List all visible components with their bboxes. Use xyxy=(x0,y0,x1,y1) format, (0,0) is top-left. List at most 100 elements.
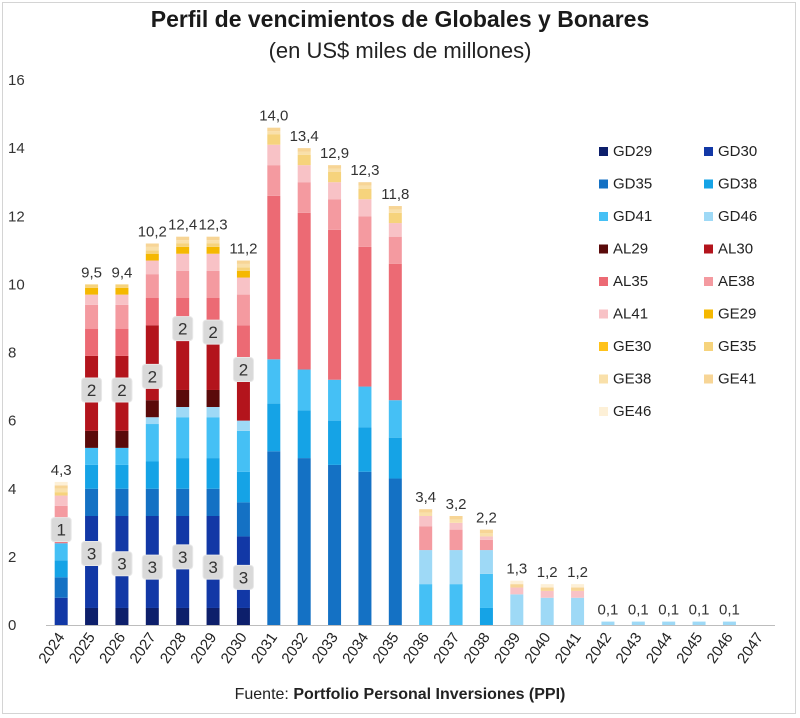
total-label-2045: 0,1 xyxy=(689,602,710,619)
legend-swatch-gd30 xyxy=(704,147,713,156)
bar-segment-ge41-2024 xyxy=(54,485,68,489)
annotation-label-2029-3: 3 xyxy=(208,558,217,577)
annotation-label-2027-3: 3 xyxy=(148,558,157,577)
bar-segment-gd46-2044 xyxy=(662,621,676,625)
legend-label-ge29: GE29 xyxy=(718,306,756,323)
x-tick-2041: 2041 xyxy=(552,630,585,667)
legend-swatch-ae38 xyxy=(704,277,713,286)
bar-segment-ge35-2033 xyxy=(328,171,342,183)
bar-segment-gd41-2031 xyxy=(267,359,281,404)
bar-segment-ae38-2037 xyxy=(449,529,463,551)
bar-segment-gd38-2030 xyxy=(236,471,250,503)
y-tick-10: 10 xyxy=(8,276,25,293)
bar-segment-ge35-2024 xyxy=(54,492,68,496)
bar-segment-ae38-2031 xyxy=(267,165,281,196)
total-label-2040: 1,2 xyxy=(537,564,558,581)
legend-swatch-al41 xyxy=(599,309,608,319)
legend-swatch-gd46 xyxy=(704,212,713,221)
bar-segment-gd41-2038 xyxy=(479,573,493,608)
annotation-box-2028-3 xyxy=(172,544,194,570)
source-note: Fuente: Portfolio Personal Inversiones (… xyxy=(0,686,800,704)
annotation-box-2029-2 xyxy=(202,319,224,345)
bar-segment-ge29-2030 xyxy=(236,270,250,278)
bar-segment-al29-2027 xyxy=(145,400,159,418)
x-tick-2024: 2024 xyxy=(35,630,68,667)
bar-segment-gd46-2036 xyxy=(419,550,433,585)
bar-segment-al41-2026 xyxy=(115,294,129,305)
annotation-label-2030-3: 3 xyxy=(239,568,248,587)
legend-label-gd30: GD30 xyxy=(718,143,757,160)
total-label-2035: 11,8 xyxy=(381,186,409,203)
bar-segment-gd29-2029 xyxy=(206,607,220,625)
y-tick-14: 14 xyxy=(8,140,25,157)
chart-title: Perfil de vencimientos de Globales y Bon… xyxy=(150,6,650,32)
bar-segment-gd41-2025 xyxy=(85,447,99,465)
legend-swatch-ge30 xyxy=(599,342,608,351)
bar-segment-ge41-2037 xyxy=(449,516,463,520)
bar-segment-gd41-2027 xyxy=(145,424,159,462)
bar-segment-gd41-2028 xyxy=(176,417,190,459)
legend-label-al29: AL29 xyxy=(613,241,648,258)
legend-label-al35: AL35 xyxy=(613,273,648,290)
bar-segment-al30-2028 xyxy=(176,328,190,390)
legend-swatch-gd29 xyxy=(599,147,608,156)
total-label-2038: 2,2 xyxy=(476,510,497,527)
total-label-2041: 1,2 xyxy=(567,564,588,581)
bar-segment-ge41-2039 xyxy=(510,584,524,588)
bar-segment-gd46-2046 xyxy=(722,621,736,625)
annotation-box-2030-2 xyxy=(232,357,254,383)
bar-segment-ge41-2032 xyxy=(297,148,311,152)
x-tick-2030: 2030 xyxy=(218,630,251,667)
annotation-label-2025-2: 2 xyxy=(87,381,96,400)
bar-segment-ge41-2034 xyxy=(358,182,372,186)
total-label-2036: 3,4 xyxy=(415,489,436,506)
x-tick-2037: 2037 xyxy=(430,630,463,667)
bar-segment-gd38-2027 xyxy=(145,461,159,489)
bar-segment-ge38-2028 xyxy=(176,240,190,244)
total-label-2034: 12,3 xyxy=(350,162,379,179)
bar-segment-ge41-2038 xyxy=(479,529,493,534)
bar-segment-al41-2033 xyxy=(328,182,342,200)
x-tick-2040: 2040 xyxy=(521,630,554,667)
bar-segment-al35-2025 xyxy=(85,328,99,356)
y-tick-6: 6 xyxy=(8,413,16,430)
bar-segment-gd46-2029 xyxy=(206,407,220,418)
bar-segment-al35-2031 xyxy=(267,195,281,360)
bar-segment-ge38-2034 xyxy=(358,185,372,189)
x-tick-2031: 2031 xyxy=(248,630,281,667)
bar-segment-gd38-2029 xyxy=(206,458,220,489)
bar-segment-al41-2032 xyxy=(297,165,311,183)
total-label-2026: 9,4 xyxy=(112,264,133,281)
bar-segment-al41-2041 xyxy=(571,590,585,598)
bar-segment-gd38-2024 xyxy=(54,560,68,578)
bar-segment-ge46-2041 xyxy=(571,584,585,588)
bar-segment-gd29-2027 xyxy=(145,607,159,625)
bar-segment-al41-2028 xyxy=(176,253,190,271)
bar-segment-ge46-2039 xyxy=(510,580,524,585)
bar-segment-gd38-2028 xyxy=(176,458,190,489)
bar-segment-ge41-2029 xyxy=(206,236,220,241)
annotation-box-2025-2 xyxy=(81,377,103,403)
bar-segment-ge35-2030 xyxy=(236,267,250,271)
bar-segment-ge41-2030 xyxy=(236,260,250,264)
bar-segment-al29-2028 xyxy=(176,389,190,407)
bar-segment-gd29-2025 xyxy=(85,607,99,625)
total-label-2032: 13,4 xyxy=(290,128,319,145)
legend-label-ge41: GE41 xyxy=(718,371,756,388)
annotation-label-2030-2: 2 xyxy=(239,361,248,380)
bar-segment-al41-2034 xyxy=(358,199,372,217)
total-label-2037: 3,2 xyxy=(446,496,467,513)
annotation-label-2028-2: 2 xyxy=(178,320,187,339)
bar-segment-al41-2025 xyxy=(85,294,99,305)
bar-segment-gd29-2028 xyxy=(176,607,190,625)
bar-segment-al35-2027 xyxy=(145,298,159,326)
y-tick-4: 4 xyxy=(8,481,16,498)
bar-segment-al29-2025 xyxy=(85,430,99,448)
total-label-2046: 0,1 xyxy=(719,602,740,619)
y-tick-8: 8 xyxy=(8,345,16,362)
annotation-box-2028-2 xyxy=(172,316,194,342)
x-tick-2039: 2039 xyxy=(491,630,524,667)
bar-segment-ge41-2040 xyxy=(540,587,554,591)
bar-segment-gd35-2029 xyxy=(206,488,220,516)
